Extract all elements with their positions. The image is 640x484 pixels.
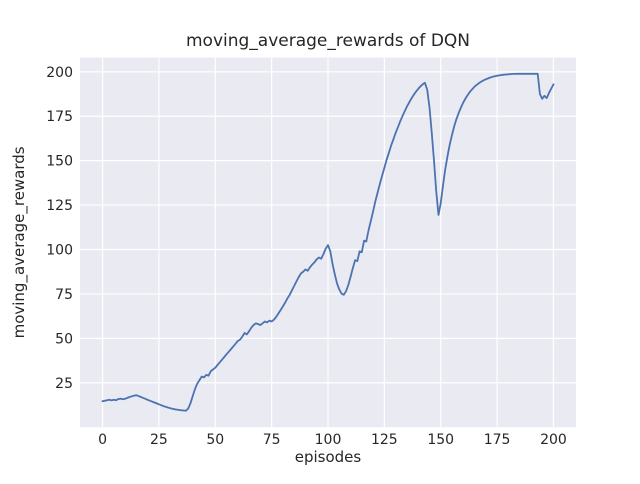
x-tick-label: 175 bbox=[484, 432, 511, 448]
y-tick-labels: 25 50 75 100 125 150 175 200 bbox=[46, 65, 73, 392]
x-tick-label: 50 bbox=[206, 432, 224, 448]
chart-title: moving_average_rewards of DQN bbox=[186, 31, 470, 51]
series-line-group bbox=[101, 72, 555, 412]
y-tick-label: 100 bbox=[46, 243, 73, 259]
y-axis-label: moving_average_rewards bbox=[10, 146, 29, 338]
y-tick-label: 175 bbox=[46, 109, 73, 125]
series-line bbox=[101, 72, 555, 412]
x-tick-label: 0 bbox=[98, 432, 107, 448]
y-tick-label: 75 bbox=[55, 287, 73, 303]
y-tick-label: 150 bbox=[46, 154, 73, 170]
x-tick-label: 125 bbox=[371, 432, 398, 448]
y-tick-label: 50 bbox=[55, 331, 73, 347]
y-tick-label: 200 bbox=[46, 65, 73, 81]
y-tick-label: 125 bbox=[46, 198, 73, 214]
gridlines bbox=[80, 57, 576, 428]
x-axis-label: episodes bbox=[295, 448, 362, 466]
x-tick-label: 25 bbox=[150, 432, 168, 448]
x-tick-label: 200 bbox=[540, 432, 567, 448]
x-tick-label: 100 bbox=[315, 432, 342, 448]
x-tick-label: 75 bbox=[263, 432, 281, 448]
x-tick-label: 150 bbox=[427, 432, 454, 448]
y-tick-label: 25 bbox=[55, 376, 73, 392]
x-tick-labels: 0 25 50 75 100 125 150 175 200 bbox=[98, 432, 567, 448]
